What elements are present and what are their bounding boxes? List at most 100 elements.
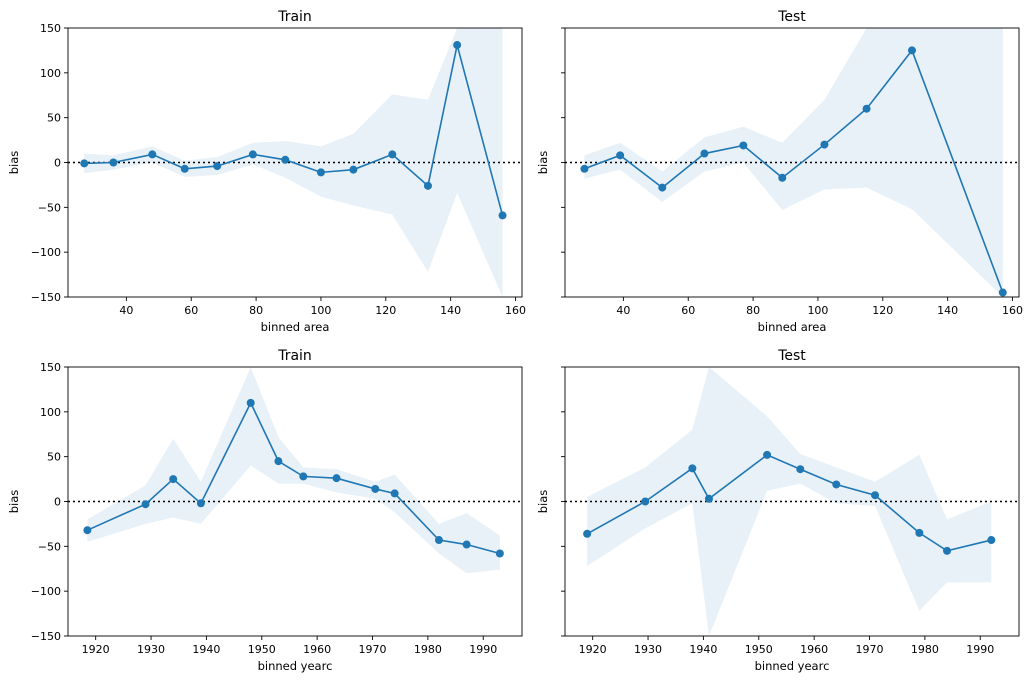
y-tick-label: −150 [31,291,61,304]
y-tick-label: −100 [31,585,61,598]
data-point [462,540,471,549]
panel-test-yearc: 1920 1930 1940 1950 1960 1970 1980 1990 Test binn… [536,348,1020,673]
data-point [299,472,308,481]
data-point [141,500,150,509]
data-point [739,141,748,150]
x-tick-label: 40 [616,304,630,317]
x-tick-label: 1970 [856,643,884,656]
x-tick-label: 1950 [745,643,773,656]
data-point [688,464,697,473]
x-tick-label: 1970 [359,643,387,656]
x-axis-label: binned yearc [755,659,830,673]
data-point [83,526,92,535]
x-tick-label: 1950 [248,643,276,656]
data-point [778,173,787,182]
y-tick-label: 50 [47,451,61,464]
y-tick-label: 150 [40,22,61,35]
data-point [943,546,952,555]
data-point [658,183,667,192]
x-tick-label: 60 [184,304,198,317]
data-point [820,140,829,149]
data-point [80,159,89,168]
x-tick-label: 80 [746,304,760,317]
data-point [871,491,880,500]
confidence-band [587,367,992,636]
y-tick-label: −50 [38,540,61,553]
data-point [332,474,341,483]
confidence-band [584,28,1003,297]
data-point [616,151,625,160]
y-axis-label: bias [7,151,21,175]
x-tick-label: 1930 [137,643,165,656]
panel-test-area: 40 60 80 100 120 140 160 Test binned area bias [536,9,1023,334]
data-point [434,536,443,545]
panel-train-area: 40 60 80 100 120 140 160 −150 −100 −50 0 50 100 150 Tr… [7,9,526,334]
data-point [498,211,507,220]
plot-area [565,28,1019,297]
x-tick-label: 120 [375,304,396,317]
data-point [987,536,996,545]
x-axis-label: binned area [261,320,330,334]
data-point [832,480,841,489]
x-tick-label: 1940 [192,643,220,656]
data-point [495,549,504,558]
y-tick-label: 100 [40,406,61,419]
plot-area [68,367,522,574]
panel-title: Test [777,9,806,25]
y-tick-label: 50 [47,112,61,125]
data-point [371,484,380,493]
x-tick-label: 80 [249,304,263,317]
data-point [274,457,283,466]
plot-area [68,28,522,297]
panel-title: Test [777,348,806,364]
y-tick-label: 0 [54,157,61,170]
x-tick-label: 60 [681,304,695,317]
data-point [180,164,189,173]
plot-area [565,367,1019,636]
data-point [246,398,255,407]
data-point [423,181,432,190]
data-point [213,162,222,171]
data-point [390,489,399,498]
data-point [580,164,589,173]
x-tick-label: 1930 [634,643,662,656]
y-axis-label: bias [7,490,21,514]
x-tick-label: 160 [1002,304,1023,317]
x-tick-label: 40 [119,304,133,317]
x-tick-label: 100 [310,304,331,317]
y-tick-label: −100 [31,246,61,259]
x-tick-label: 1990 [966,643,994,656]
data-point [281,155,290,164]
panel-train-yearc: 1920 1930 1940 1950 1960 1970 1980 1990 −150 −100… [7,348,523,673]
data-point [862,104,871,113]
data-point [349,165,358,174]
data-point [763,450,772,459]
data-point [700,149,709,158]
x-tick-label: 1980 [414,643,442,656]
x-axis-label: binned area [758,320,827,334]
y-tick-label: 0 [54,496,61,509]
data-point [316,168,325,177]
data-point [169,475,178,484]
data-point [915,528,924,537]
x-tick-label: 1920 [82,643,110,656]
data-point [796,465,805,474]
x-tick-label: 160 [505,304,526,317]
x-tick-label: 1980 [911,643,939,656]
data-point [641,497,650,506]
series-line [584,48,1004,293]
y-axis-label: bias [536,490,550,514]
data-point [196,499,205,508]
y-tick-label: 100 [40,67,61,80]
data-point [998,288,1007,297]
y-tick-label: −150 [31,630,61,643]
x-tick-label: 1920 [579,643,607,656]
data-point [109,158,118,167]
x-tick-label: 100 [807,304,828,317]
panel-title: Train [277,9,312,25]
data-point [907,46,916,55]
x-tick-label: 1960 [303,643,331,656]
x-axis-label: binned yearc [258,659,333,673]
data-point [453,41,462,50]
